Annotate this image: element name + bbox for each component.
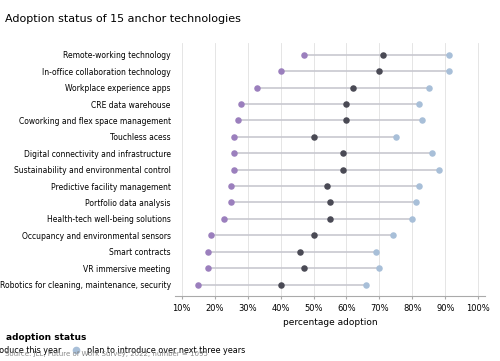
Point: [310, 134, 318, 140]
Point: [276, 68, 284, 74]
Point: [204, 265, 212, 271]
Point: [230, 167, 238, 173]
Point: [376, 265, 384, 271]
Point: [339, 151, 347, 156]
Text: Adoption status of 15 anchor technologies: Adoption status of 15 anchor technologie…: [5, 14, 241, 25]
Point: [372, 249, 380, 255]
Point: [326, 216, 334, 222]
Point: [322, 183, 330, 189]
Point: [376, 68, 384, 74]
Point: [204, 249, 212, 255]
Point: [408, 216, 416, 222]
X-axis label: percentage adoption: percentage adoption: [282, 318, 378, 327]
Point: [342, 101, 350, 107]
Point: [444, 68, 452, 74]
Point: [227, 200, 235, 205]
Point: [254, 85, 262, 91]
Point: [342, 118, 350, 123]
Point: [276, 282, 284, 287]
Point: [349, 85, 357, 91]
Point: [208, 232, 216, 238]
Point: [425, 85, 433, 91]
Point: [227, 183, 235, 189]
Point: [237, 101, 245, 107]
Point: [234, 118, 241, 123]
Point: [418, 118, 426, 123]
Point: [415, 183, 423, 189]
Point: [392, 134, 400, 140]
Point: [300, 52, 308, 58]
Point: [435, 167, 443, 173]
Point: [300, 265, 308, 271]
Point: [428, 151, 436, 156]
Legend: already in place, plan to introduce this year, plan to introduce over next three: already in place, plan to introduce this…: [0, 333, 245, 355]
Point: [388, 232, 396, 238]
Point: [296, 249, 304, 255]
Point: [415, 101, 423, 107]
Point: [339, 167, 347, 173]
Point: [230, 134, 238, 140]
Point: [230, 151, 238, 156]
Point: [444, 52, 452, 58]
Point: [194, 282, 202, 287]
Text: Source: JLL, Future of Work Survey, 2022, number = 1095: Source: JLL, Future of Work Survey, 2022…: [5, 351, 208, 357]
Point: [220, 216, 228, 222]
Point: [326, 200, 334, 205]
Point: [362, 282, 370, 287]
Point: [412, 200, 420, 205]
Point: [379, 52, 387, 58]
Point: [310, 232, 318, 238]
